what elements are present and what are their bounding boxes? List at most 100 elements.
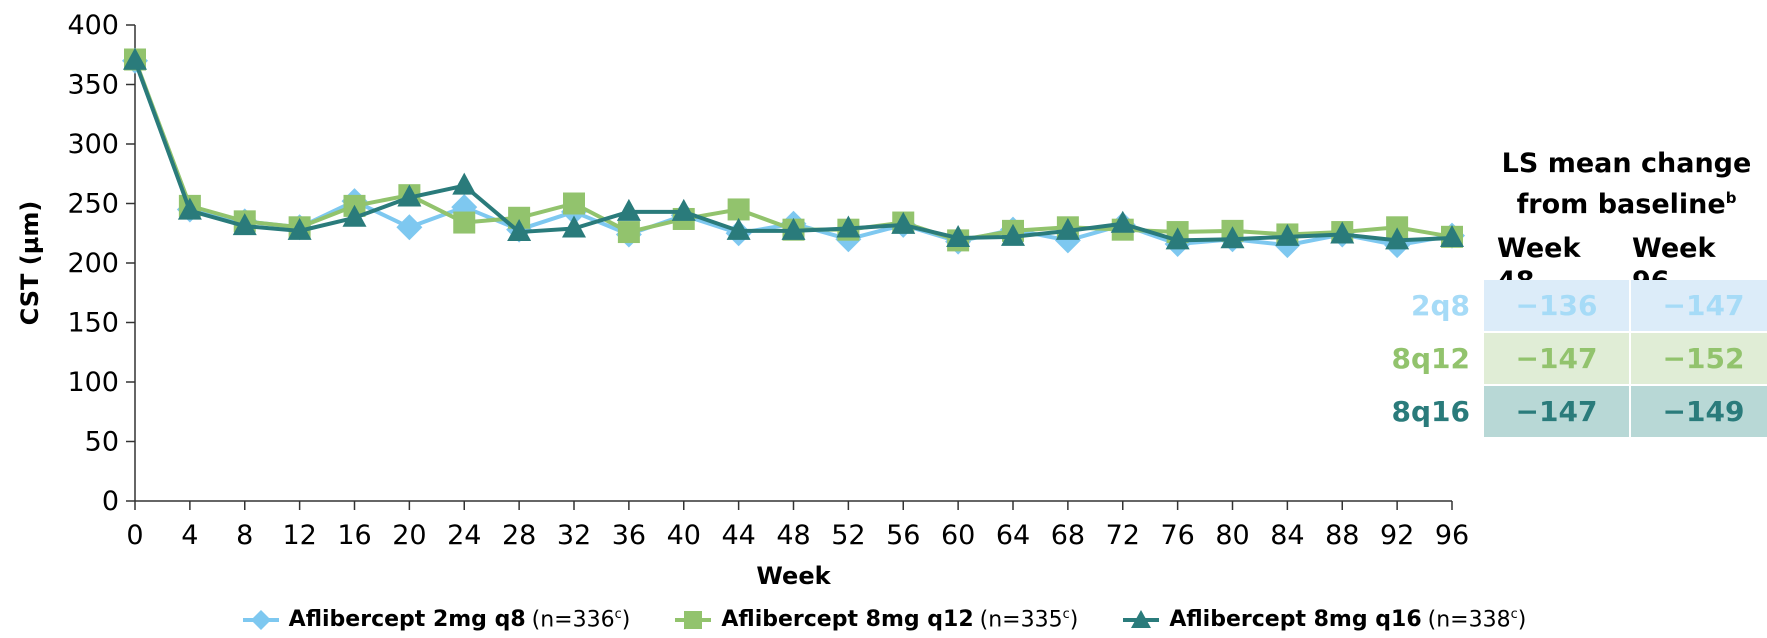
legend-n-footnote: c — [1510, 607, 1518, 622]
y-tick-label: 150 — [67, 308, 119, 339]
data-point-triangle — [1220, 226, 1245, 249]
legend-n: (n=336c) — [532, 607, 631, 632]
y-tick-label: 250 — [67, 189, 119, 220]
ls-cell-week48: −147 — [1484, 333, 1629, 384]
x-tick-label: 88 — [1325, 520, 1359, 551]
data-point-triangle — [1440, 225, 1464, 248]
data-point-triangle — [671, 198, 696, 221]
data-point-triangle — [287, 217, 312, 240]
legend-n: (n=335c) — [980, 607, 1079, 632]
x-tick-label: 44 — [721, 520, 755, 551]
legend-label: Aflibercept 8mg q16 — [1169, 607, 1422, 633]
ls-mean-title-footnote: b — [1725, 189, 1737, 207]
data-point-triangle — [616, 198, 641, 221]
legend-label: Aflibercept 8mg q12 — [721, 607, 974, 633]
y-tick-label: 0 — [102, 486, 119, 517]
legend-n-close: ) — [1517, 607, 1527, 633]
x-tick-label: 68 — [1051, 520, 1085, 551]
ls-cell-week96: −147 — [1631, 280, 1767, 331]
x-tick-label: 40 — [667, 520, 701, 551]
x-tick-label: 76 — [1160, 520, 1194, 551]
y-tick-label: 400 — [67, 10, 119, 41]
x-tick-label: 96 — [1435, 520, 1469, 551]
legend-diamond-marker-icon — [242, 609, 279, 630]
data-point-triangle — [1385, 227, 1410, 250]
x-tick-label: 48 — [776, 520, 810, 551]
x-tick-label: 80 — [1215, 520, 1249, 551]
ls-mean-title-line2-text: from baseline — [1516, 189, 1726, 220]
data-point-square — [617, 221, 640, 244]
x-tick-label: 8 — [236, 520, 253, 551]
legend-n-close: ) — [621, 607, 631, 633]
data-point-triangle — [946, 225, 971, 248]
data-point-triangle — [342, 204, 367, 227]
x-tick-label: 72 — [1106, 520, 1140, 551]
week-96-header-line1: Week — [1632, 233, 1716, 264]
ls-mean-title: LS mean change from baselineb — [1486, 146, 1767, 222]
legend-item-8mg-q12: Aflibercept 8mg q12 (n=335c) — [673, 607, 1078, 632]
legend-square-marker-icon — [675, 610, 712, 629]
data-point-triangle — [1110, 210, 1135, 233]
data-point-triangle — [1001, 223, 1025, 246]
y-axis: 0 50 100 150 200 250 300 350 400 — [67, 10, 136, 517]
ls-mean-table: 2q8 −136 −147 8q12 −147 −152 8q16 −147 −… — [1360, 280, 1767, 439]
ls-cell-week96: −152 — [1631, 333, 1767, 384]
ls-cell-week48: −136 — [1484, 280, 1629, 331]
data-point-triangle — [1165, 227, 1190, 250]
x-tick-label: 20 — [392, 520, 426, 551]
x-axis: 0 4 8 12 16 20 24 28 32 36 40 44 48 52 56 60 64 68 72 76 80 8… — [126, 500, 1469, 551]
x-tick-label: 64 — [996, 520, 1030, 551]
legend-n-footnote: c — [614, 607, 622, 622]
x-tick-label: 12 — [282, 520, 316, 551]
legend-n: (n=338c) — [1428, 607, 1527, 632]
data-point-square — [453, 211, 476, 234]
legend-n-text: (n=336 — [531, 607, 615, 633]
legend-n-footnote: c — [1062, 607, 1070, 622]
x-tick-label: 28 — [502, 520, 536, 551]
x-tick-label: 56 — [886, 520, 920, 551]
x-tick-label: 4 — [181, 520, 198, 551]
data-point-triangle — [507, 219, 532, 242]
ls-cell-week48: −147 — [1484, 386, 1629, 437]
data-point-square — [563, 192, 585, 215]
ls-mean-title-line1: LS mean change — [1501, 148, 1752, 179]
week-48-header-line1: Week — [1497, 233, 1581, 264]
legend-n-text: (n=335 — [979, 607, 1063, 633]
data-point-triangle — [1275, 223, 1300, 246]
ls-row-label: 8q12 — [1391, 342, 1471, 375]
data-point-triangle — [177, 197, 202, 220]
x-axis-title: Week — [756, 562, 831, 590]
data-point-square — [1386, 216, 1409, 239]
data-point-triangle — [726, 217, 751, 240]
ls-mean-title-line2: from baselineb — [1486, 181, 1767, 222]
data-point-triangle — [1055, 217, 1080, 240]
data-point-triangle — [1330, 221, 1355, 244]
data-point-diamond — [396, 214, 423, 241]
x-tick-label: 0 — [126, 520, 143, 551]
legend-triangle-marker-icon — [1123, 609, 1160, 628]
x-tick-label: 16 — [337, 520, 371, 551]
legend-label: Aflibercept 2mg q8 — [288, 607, 526, 633]
x-tick-label: 52 — [831, 520, 865, 551]
ls-mean-panel: LS mean change from baselineb — [1486, 146, 1767, 222]
chart-legend: Aflibercept 2mg q8 (n=336c) Aflibercept … — [0, 607, 1767, 638]
y-axis-title: CST (µm) — [16, 201, 44, 326]
series-triangle — [123, 47, 1464, 250]
x-tick-label: 84 — [1270, 520, 1304, 551]
data-point-triangle — [781, 217, 806, 240]
ls-row-label: 2q8 — [1410, 289, 1470, 322]
ls-row-8q12: 8q12 −147 −152 — [1360, 333, 1767, 384]
y-tick-label: 50 — [85, 427, 119, 458]
y-tick-label: 100 — [67, 367, 119, 398]
x-tick-label: 60 — [941, 520, 975, 551]
legend-n-close: ) — [1069, 607, 1079, 633]
data-point-triangle — [836, 215, 861, 238]
y-tick-label: 350 — [67, 70, 119, 101]
legend-n-text: (n=338 — [1427, 607, 1511, 633]
x-tick-label: 92 — [1380, 520, 1414, 551]
ls-row-label: 8q16 — [1391, 395, 1471, 428]
data-point-triangle — [891, 211, 916, 234]
ls-cell-week96: −149 — [1631, 386, 1767, 437]
data-point-triangle — [232, 213, 257, 236]
